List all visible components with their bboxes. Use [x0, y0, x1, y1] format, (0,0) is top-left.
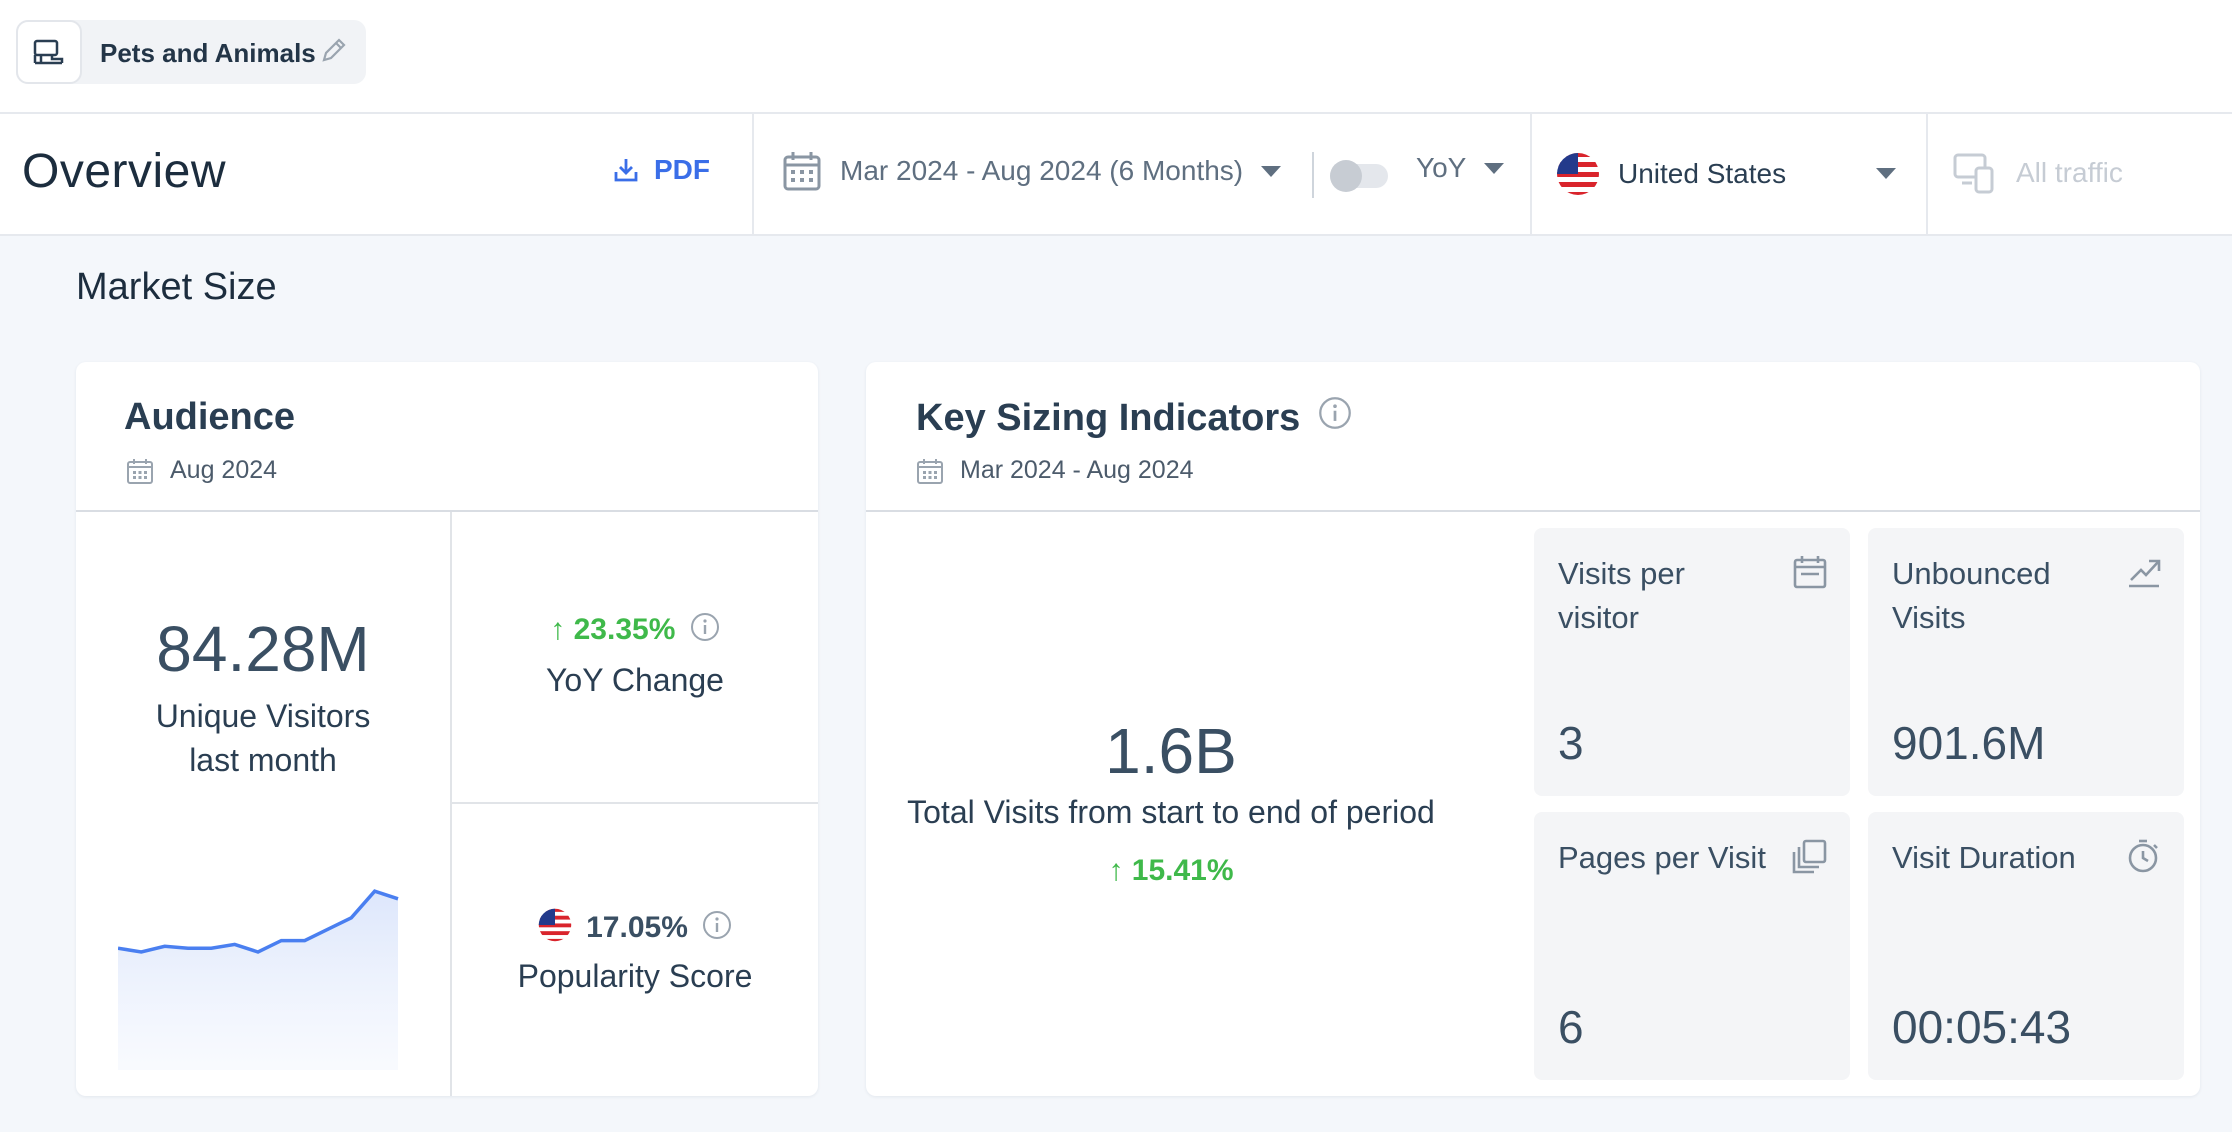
unique-visitors-label-line: last month: [189, 742, 337, 778]
audience-date: Aug 2024: [126, 456, 277, 485]
metric-label-line: Unbounced: [1892, 556, 2051, 591]
calendar-icon: [917, 458, 943, 484]
country-label: United States: [1618, 158, 1787, 189]
calendar-icon: [783, 152, 821, 191]
ksi-title: Key Sizing Indicators: [916, 396, 1301, 439]
yoy-change-row: ↑ 23.35%: [452, 612, 818, 650]
pdf-download-button[interactable]: PDF: [612, 154, 710, 186]
metric-tile-visit-duration: Visit Duration 00:05:43: [1868, 812, 2184, 1080]
date-range-label: Mar 2024 - Aug 2024 (6 Months): [840, 155, 1244, 186]
traffic-select[interactable]: All traffic: [1952, 150, 2123, 196]
metric-tile-pages-per-visit: Pages per Visit 6: [1534, 812, 1850, 1080]
section-title: Market Size: [76, 266, 277, 308]
popularity-value: 17.05%: [586, 910, 688, 944]
edit-icon[interactable]: [320, 36, 348, 69]
metric-label-line: Visits per: [1558, 556, 1685, 591]
audience-date-label: Aug 2024: [170, 456, 278, 484]
yoy-change-label: YoY Change: [546, 662, 724, 698]
metric-label-line: Visits: [1892, 600, 1966, 635]
audience-title: Audience: [124, 396, 296, 438]
calendar-icon: [127, 458, 153, 484]
metric-label-line: visitor: [1558, 600, 1639, 635]
divider: [452, 802, 818, 804]
ksi-date: Mar 2024 - Aug 2024: [916, 456, 1194, 485]
ksi-date-label: Mar 2024 - Aug 2024: [960, 456, 1194, 484]
divider: [1926, 114, 1928, 234]
metric-value: 6: [1558, 1001, 1584, 1053]
info-icon[interactable]: [690, 612, 720, 650]
metric-label-line: Visit Duration: [1892, 840, 2076, 875]
comparison-select[interactable]: YoY: [1416, 152, 1505, 184]
download-icon: [614, 159, 638, 182]
stopwatch-icon: [2126, 838, 2162, 879]
us-flag-icon: [538, 908, 572, 950]
chevron-down-icon: [1261, 165, 1282, 177]
us-flag-icon: [1557, 153, 1599, 195]
key-sizing-indicators-card: Key Sizing Indicators Mar 2024 - Aug 202…: [866, 362, 2200, 1096]
divider: [866, 510, 2200, 512]
header-bar: Overview PDF Mar 2024 - Aug 2024 (6 Mont…: [0, 114, 2232, 236]
top-bar: Pets and Animals: [0, 0, 2232, 114]
popularity-label: Popularity Score: [517, 958, 753, 994]
metric-label: Visits per visitor: [1558, 552, 1685, 640]
metric-value: 00:05:43: [1892, 1001, 2072, 1053]
metric-tile-unbounced-visits: Unbounced Visits 901.6M: [1868, 528, 2184, 796]
total-visits-value: 1.6B: [1105, 715, 1237, 787]
metric-value: 3: [1558, 717, 1584, 769]
metric-label: Pages per Visit: [1558, 836, 1766, 880]
calendar-icon: [1792, 554, 1828, 595]
devices-icon: [1953, 153, 1994, 194]
chevron-down-icon: [1484, 162, 1505, 174]
pdf-label: PDF: [654, 154, 710, 185]
traffic-label: All traffic: [2016, 157, 2123, 188]
yoy-change-value: 23.35%: [573, 612, 676, 646]
up-arrow-icon: ↑: [1108, 854, 1124, 887]
toggle-knob: [1330, 160, 1362, 192]
divider: [1530, 114, 1532, 234]
unique-visitors-value: 84.28M: [156, 613, 370, 685]
unique-visitors-label-line: Unique Visitors: [155, 698, 371, 734]
comparison-label: YoY: [1416, 152, 1467, 183]
date-range-picker[interactable]: Mar 2024 - Aug 2024 (6 Months): [782, 150, 1282, 192]
sparkline-area: [118, 891, 398, 1070]
category-pill[interactable]: Pets and Animals: [16, 20, 366, 84]
divider: [752, 114, 754, 234]
category-icon: [16, 20, 82, 84]
total-visits-change-row: ↑ 15.41%: [866, 854, 1476, 888]
category-label: Pets and Animals: [100, 38, 316, 68]
total-visits-label: Total Visits from start to end of period: [907, 794, 1435, 830]
divider: [450, 512, 452, 1096]
popularity-row: 17.05%: [452, 908, 818, 950]
unique-visitors-sparkline: [118, 889, 399, 1070]
unique-visitors-label: Unique Visitors last month: [76, 694, 450, 782]
info-icon[interactable]: [1318, 396, 1352, 440]
divider: [76, 510, 818, 512]
total-visits-change: 15.41%: [1131, 854, 1234, 887]
metric-label-line: Pages per Visit: [1558, 840, 1766, 875]
sparkline-line: [118, 889, 399, 954]
pages-icon: [1792, 838, 1828, 879]
divider: [1312, 152, 1314, 198]
chevron-down-icon: [1876, 168, 1896, 179]
ksi-title-row: Key Sizing Indicators: [916, 396, 1352, 440]
metric-tile-visits-per-visitor: Visits per visitor 3: [1534, 528, 1850, 796]
page-title: Overview: [22, 145, 227, 198]
metric-value: 901.6M: [1892, 717, 2046, 769]
trending-up-icon: [2126, 554, 2162, 595]
metric-label: Unbounced Visits: [1892, 552, 2051, 640]
country-select[interactable]: United States: [1556, 148, 1896, 200]
yoy-toggle[interactable]: [1330, 160, 1388, 192]
metric-label: Visit Duration: [1892, 836, 2076, 880]
audience-card: Audience Aug 2024 84.28M Unique Visitors…: [76, 362, 818, 1096]
info-icon[interactable]: [702, 910, 732, 948]
up-arrow-icon: ↑: [550, 612, 566, 646]
